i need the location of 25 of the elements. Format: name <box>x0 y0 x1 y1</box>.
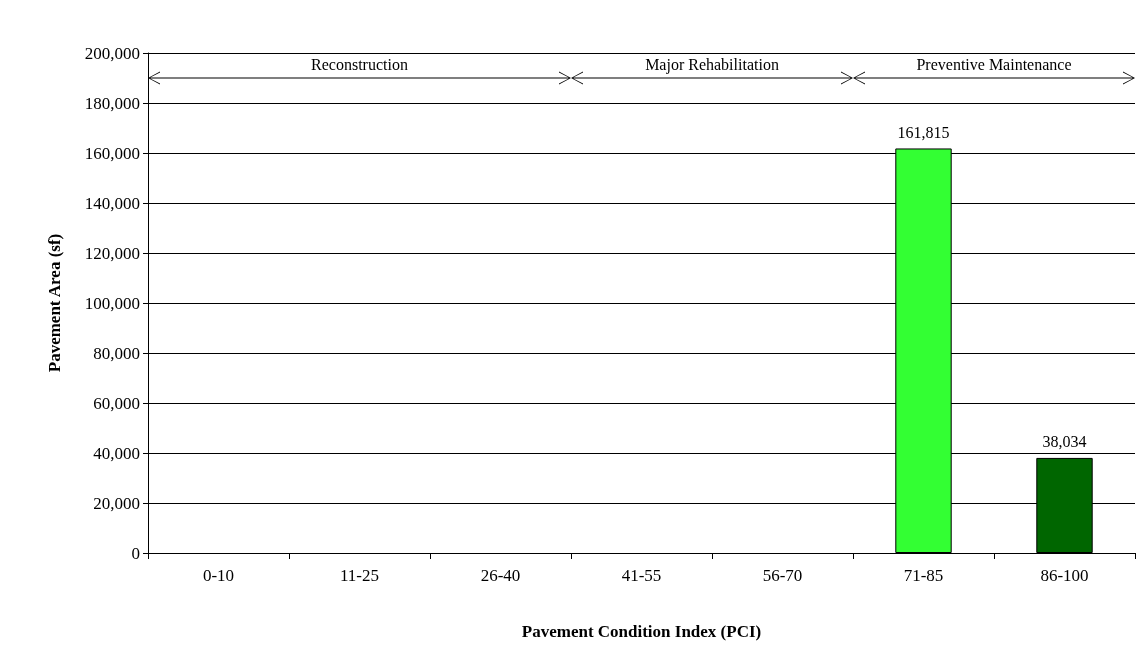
y-tick-label: 40,000 <box>93 443 140 463</box>
y-tick-label: 100,000 <box>84 293 140 313</box>
y-tick-label: 120,000 <box>84 243 140 263</box>
annotation: Major Rehabilitation <box>645 56 779 74</box>
data-label: 161,815 <box>897 123 950 141</box>
y-tick-label: 140,000 <box>84 193 140 213</box>
x-axis-title: Pavement Condition Index (PCI) <box>521 622 762 641</box>
x-tick-label: 56-70 <box>762 566 803 585</box>
y-tick-label: 200,000 <box>84 43 140 63</box>
data-label: 38,034 <box>1042 433 1087 451</box>
x-tick-label: 41-55 <box>621 566 662 585</box>
annotation: Preventive Maintenance <box>916 56 1072 73</box>
y-tick-label: 0 <box>131 543 140 563</box>
y-tick-label: 80,000 <box>93 343 140 363</box>
y-tick-label: 160,000 <box>84 143 140 163</box>
x-tick-label: 11-25 <box>339 566 380 585</box>
x-tick-label: 26-40 <box>480 566 521 585</box>
x-tick-label: 86-100 <box>1040 566 1089 585</box>
y-tick-label: 180,000 <box>84 93 140 113</box>
y-tick-label: 20,000 <box>93 493 140 513</box>
x-tick-label: 71-85 <box>903 566 944 585</box>
x-tick-label: 0-10 <box>202 566 235 585</box>
y-tick-label: 60,000 <box>93 393 140 413</box>
annotation: Reconstruction <box>311 56 408 73</box>
y-axis-title: Pavement Area (sf) <box>45 233 64 373</box>
